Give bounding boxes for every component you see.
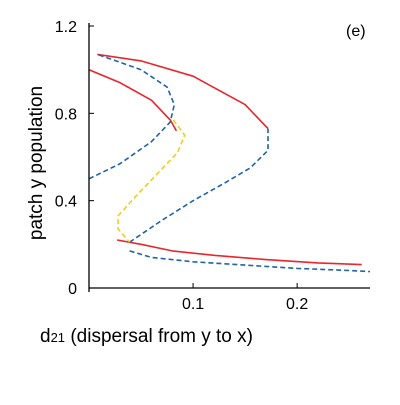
y-axis-label: patch y population xyxy=(26,86,47,240)
panel-label: (e) xyxy=(346,23,366,40)
tick-layer: 0.1 0.2 0 0.4 0.8 1.2 xyxy=(55,19,309,313)
dashed-branch-6 xyxy=(130,251,370,272)
x-tick-label-1: 0.1 xyxy=(182,296,204,313)
x-tick-label-2: 0.2 xyxy=(286,296,308,313)
x-axis-label-main: d xyxy=(40,326,51,347)
y-tick-label-1: 0 xyxy=(68,281,77,298)
dashed-branch-7 xyxy=(118,120,185,242)
x-axis-label: d21 (dispersal from y to x) xyxy=(40,326,253,347)
solid-branch-2 xyxy=(97,54,268,128)
x-axis-label-subscript: 21 xyxy=(51,330,65,345)
solid-branch-1 xyxy=(89,70,176,131)
y-tick-label-2: 0.4 xyxy=(55,194,77,211)
y-tick-label-3: 0.8 xyxy=(55,106,77,123)
series-layer xyxy=(89,54,370,271)
x-axis-label-rest: (dispersal from y to x) xyxy=(65,326,253,347)
dashed-branch-4 xyxy=(89,54,174,178)
dashed-branch-5 xyxy=(130,129,268,243)
solid-branch-3 xyxy=(117,240,362,265)
y-tick-label-4: 1.2 xyxy=(55,19,77,36)
